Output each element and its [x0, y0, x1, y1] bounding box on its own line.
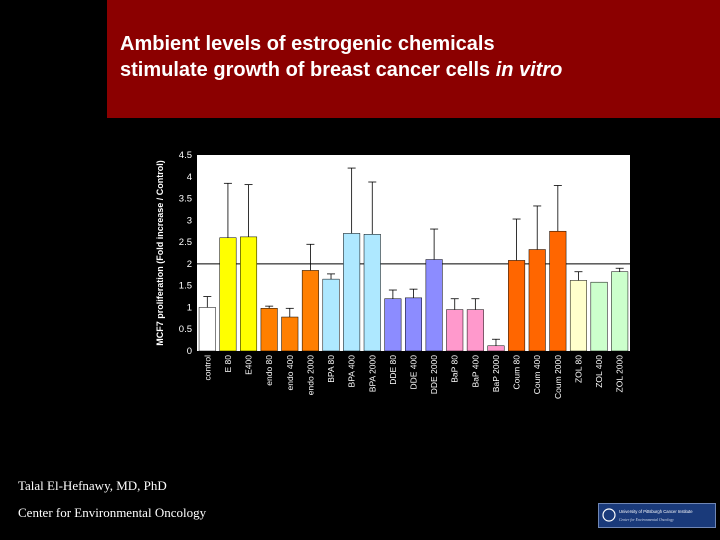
bar	[322, 278, 340, 352]
logo-text-line1: University of Pittsburgh Cancer Institut…	[619, 509, 693, 514]
y-tick-label: 2	[187, 259, 192, 270]
bar-chart: 0 0.5 1 1.5 2 2.5 3 3.5 4 4.5 control E 80 E400 endo…	[155, 150, 630, 399]
error-bar	[512, 218, 521, 261]
bar	[260, 308, 278, 352]
y-tick-label: 2.5	[179, 237, 192, 248]
error-bar	[615, 267, 624, 272]
error-bar	[244, 184, 253, 237]
x-tick-label: BPA 400	[347, 355, 357, 388]
bar	[405, 297, 422, 352]
error-bar	[327, 273, 336, 280]
y-tick-label: 0.5	[179, 324, 192, 335]
bar	[363, 234, 381, 352]
bar	[508, 260, 526, 352]
university-logo: University of Pittsburgh Cancer Institut…	[598, 503, 716, 528]
error-bar	[265, 305, 274, 309]
y-tick-label: 3	[187, 215, 192, 226]
bar	[590, 281, 608, 352]
error-bar	[553, 185, 562, 232]
x-tick-label: endo 400	[285, 355, 295, 391]
x-tick-label: BaP 400	[470, 355, 480, 388]
logo-seal-icon	[602, 508, 616, 522]
bar	[198, 307, 216, 352]
affiliation: Center for Environmental Oncology	[18, 505, 207, 520]
y-tick-label: 3.5	[179, 194, 192, 205]
bar	[569, 280, 587, 352]
y-tick-label: 4	[187, 172, 192, 183]
title-band: Ambient levels of estrogenic chemicals s…	[107, 0, 720, 118]
slide-title-line2-main: stimulate growth of breast cancer cells	[120, 59, 496, 81]
bar	[301, 270, 319, 352]
logo-graphic: University of Pittsburgh Cancer Institut…	[602, 508, 693, 522]
error-bar	[409, 288, 418, 298]
slide-title-line1: Ambient levels of estrogenic chemicals	[120, 33, 495, 55]
error-bar	[430, 228, 439, 260]
bar	[549, 230, 567, 352]
bar	[446, 309, 464, 352]
error-bar	[574, 271, 583, 281]
error-bar	[533, 205, 542, 250]
error-bar	[306, 243, 315, 271]
x-tick-label: Coum 400	[532, 355, 542, 394]
error-bar	[491, 338, 500, 346]
x-tick-label: DDE 80	[388, 355, 398, 385]
x-tick-label: DDE 400	[409, 355, 419, 390]
bar	[528, 249, 546, 352]
x-axis-labels: control E 80 E400 endo 80 endo 400 endo 2000 B…	[202, 355, 624, 399]
error-bar	[347, 167, 356, 234]
error-bar	[471, 298, 480, 310]
author-name: Talal El-Hefnawy, MD, PhD	[18, 478, 167, 493]
error-bar	[450, 298, 459, 310]
x-tick-label: BaP 2000	[491, 355, 501, 392]
x-tick-label: BPA 80	[326, 355, 336, 383]
bar	[240, 236, 258, 352]
y-axis-ticks: 0 0.5 1 1.5 2 2.5 3 3.5 4 4.5	[179, 150, 192, 357]
logo-text-line2: Center for Environmental Oncology	[619, 518, 674, 522]
bar	[281, 316, 299, 352]
slide-title-line2: stimulate growth of breast cancer cells …	[120, 59, 562, 82]
x-tick-label: E400	[244, 355, 254, 375]
x-tick-label: E 80	[223, 355, 233, 373]
x-tick-label: BPA 2000	[367, 355, 377, 392]
y-axis-label: MCF7 proliferation (Fold increase / Cont…	[155, 160, 165, 346]
x-tick-label: Coum 80	[512, 355, 522, 390]
bars-group	[198, 230, 629, 352]
bar	[219, 237, 237, 352]
bar	[425, 259, 443, 352]
x-tick-label: endo 80	[264, 355, 274, 386]
x-tick-label: control	[202, 355, 212, 381]
y-tick-label: 1.5	[179, 281, 192, 292]
error-bar	[388, 289, 397, 299]
x-tick-label: Coum 2000	[553, 355, 563, 399]
slide-title-line2-italic: in vitro	[495, 59, 563, 81]
bar	[466, 309, 484, 352]
error-bars-group	[203, 167, 624, 346]
bar	[611, 271, 629, 352]
error-bar	[203, 296, 212, 308]
y-tick-label: 0	[187, 346, 192, 357]
x-tick-label: DDE 2000	[429, 355, 439, 394]
bar	[487, 345, 505, 352]
x-tick-label: endo 2000	[305, 355, 315, 395]
error-bar	[368, 181, 377, 235]
x-tick-label: ZOL 400	[594, 355, 604, 388]
x-tick-label: ZOL 80	[573, 355, 583, 383]
x-tick-label: ZOL 2000	[615, 355, 625, 393]
bar	[384, 298, 402, 352]
y-tick-label: 4.5	[179, 150, 192, 161]
bar	[343, 233, 361, 352]
y-tick-label: 1	[187, 302, 192, 313]
error-bar	[285, 307, 294, 318]
x-tick-label: BaP 80	[450, 355, 460, 383]
error-bar	[223, 182, 232, 238]
